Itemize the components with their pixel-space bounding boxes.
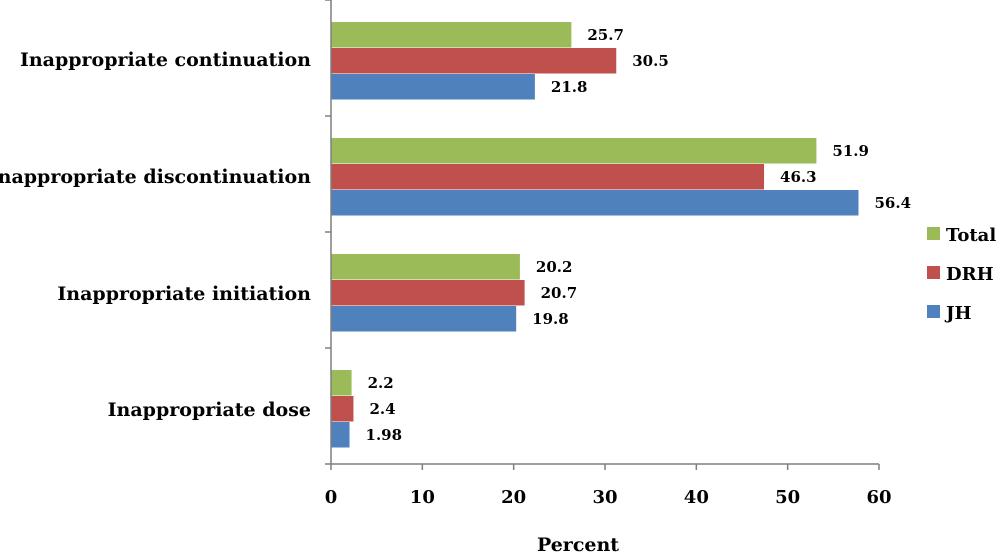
bar-drh: [331, 48, 617, 74]
data-label: 21.8: [551, 78, 588, 96]
legend-swatch-total: [927, 227, 940, 240]
category-labels-layer: Inappropriate continuation Inappropriate …: [0, 49, 311, 421]
legend: Total DRH JH: [927, 225, 996, 324]
data-label: 30.5: [632, 52, 669, 70]
x-tick-label: 20: [501, 487, 526, 508]
data-label: 1.98: [366, 426, 403, 444]
bars-layer: [331, 22, 859, 448]
data-label: 20.2: [536, 258, 573, 276]
x-axis-title: Percent: [537, 534, 619, 552]
bar-jh: [331, 422, 350, 448]
data-label: 2.4: [369, 400, 395, 418]
legend-swatch-drh: [927, 266, 940, 279]
data-labels-layer: 25.7 51.9 20.2 2.2 30.5 46.3 20.7 2.4 21.8 56.4 19…: [366, 26, 912, 444]
legend-swatch-jh: [927, 305, 940, 318]
x-tick-label: 60: [866, 487, 891, 508]
legend-label: Total: [946, 225, 996, 246]
bar-drh: [331, 280, 525, 306]
data-label: 46.3: [780, 168, 817, 186]
x-tick-label: 30: [592, 487, 617, 508]
bar-jh: [331, 306, 517, 332]
bar-drh: [331, 396, 354, 422]
bar-jh: [331, 74, 535, 100]
x-tick-label: 40: [684, 487, 709, 508]
bar-total: [331, 22, 572, 48]
bar-drh: [331, 164, 765, 190]
legend-label: JH: [944, 303, 972, 324]
legend-label: DRH: [946, 264, 994, 285]
x-tick-label: 10: [410, 487, 435, 508]
category-label: Inappropriate initiation: [57, 283, 311, 305]
category-label: Inappropriate dose: [108, 399, 311, 421]
category-label: Inappropriate continuation: [20, 49, 311, 71]
data-label: 51.9: [832, 142, 869, 160]
x-tick-label: 50: [775, 487, 800, 508]
x-tick-label: 0: [325, 487, 338, 508]
bar-jh: [331, 190, 859, 216]
bar-total: [331, 370, 352, 396]
bar-total: [331, 254, 520, 280]
x-ticks-layer: 0 10 20 30 40 50 60: [325, 0, 892, 508]
category-label: Inappropriate discontinuation: [0, 166, 311, 188]
data-label: 2.2: [368, 374, 394, 392]
data-label: 20.7: [541, 284, 578, 302]
bar-total: [331, 138, 817, 164]
data-label: 19.8: [532, 310, 569, 328]
data-label: 25.7: [587, 26, 624, 44]
data-label: 56.4: [875, 194, 912, 212]
